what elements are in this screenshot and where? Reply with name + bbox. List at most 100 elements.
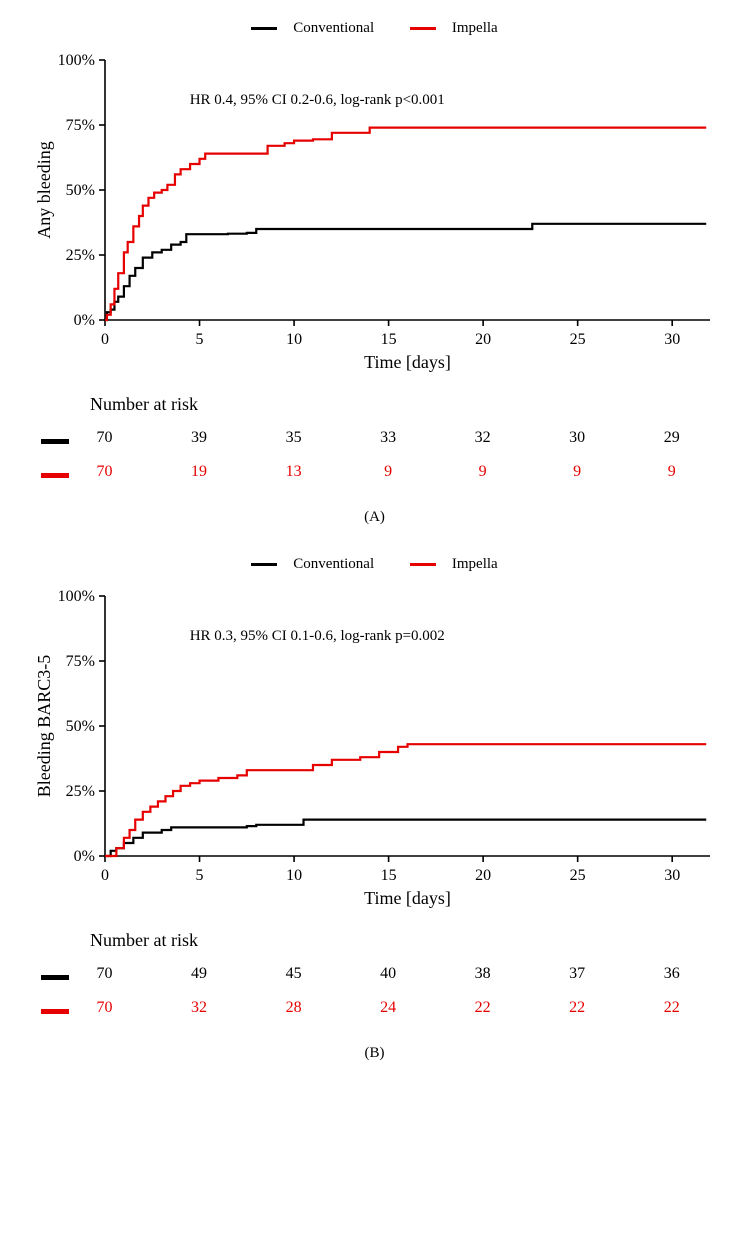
legend-item-conventional-b: Conventional xyxy=(243,556,386,572)
svg-text:HR 0.3, 95% CI 0.1-0.6, log-ra: HR 0.3, 95% CI 0.1-0.6, log-rank p=0.002 xyxy=(189,628,444,644)
risk-value: 22 xyxy=(463,999,503,1017)
svg-text:5: 5 xyxy=(195,331,203,348)
swatch-impella xyxy=(410,27,436,30)
risk-value: 32 xyxy=(179,999,219,1017)
risk-value: 29 xyxy=(652,429,692,447)
svg-text:Time [days]: Time [days] xyxy=(364,888,451,908)
legend-item-impella-b: Impella xyxy=(402,556,506,572)
risk-value: 40 xyxy=(368,965,408,983)
risk-swatch-cell xyxy=(25,431,85,449)
legend-a: Conventional Impella xyxy=(10,20,739,37)
legend-label-conventional-b: Conventional xyxy=(293,556,374,572)
risk-value: 70 xyxy=(85,965,125,983)
risk-row: 70 49 45 40 38 37 36 xyxy=(25,959,725,993)
svg-text:75%: 75% xyxy=(65,117,94,134)
risk-row: 70 39 35 33 32 30 29 xyxy=(25,423,725,457)
risk-value: 22 xyxy=(652,999,692,1017)
swatch-impella-b xyxy=(410,563,436,566)
risk-value: 19 xyxy=(179,463,219,481)
risk-value: 45 xyxy=(274,965,314,983)
risk-strip: 70 39 35 33 32 30 29 xyxy=(85,423,725,457)
swatch-conventional xyxy=(251,27,277,30)
svg-text:30: 30 xyxy=(664,867,680,884)
panel-b: Conventional Impella 0% 25% 50% 75% 100% 0 5 10… xyxy=(10,556,739,1062)
svg-text:10: 10 xyxy=(286,331,302,348)
chart-svg-b: 0% 25% 50% 75% 100% 0 5 10 15 20 25 30 Bleeding BARC… xyxy=(25,581,725,911)
risk-value: 70 xyxy=(85,429,125,447)
risk-table-a: 70 39 35 33 32 30 29 70 19 13 9 9 9 9 xyxy=(25,423,725,491)
panel-label-b: (B) xyxy=(10,1045,739,1062)
svg-text:0%: 0% xyxy=(73,312,94,329)
legend-b: Conventional Impella xyxy=(10,556,739,573)
svg-text:0: 0 xyxy=(101,331,109,348)
risk-value: 9 xyxy=(557,463,597,481)
risk-value: 70 xyxy=(85,999,125,1017)
svg-text:20: 20 xyxy=(475,867,491,884)
legend-label-impella: Impella xyxy=(452,20,498,36)
risk-strip: 70 32 28 24 22 22 22 xyxy=(85,993,725,1027)
panel-label-a: (A) xyxy=(10,509,739,526)
svg-text:5: 5 xyxy=(195,867,203,884)
chart-svg-a: 0% 25% 50% 75% 100% 0 5 10 15 20 25 30 Any bleeding T… xyxy=(25,45,725,375)
risk-swatch xyxy=(41,975,69,980)
svg-text:25: 25 xyxy=(569,867,585,884)
svg-text:0: 0 xyxy=(101,867,109,884)
legend-item-impella: Impella xyxy=(402,20,506,36)
risk-value: 22 xyxy=(557,999,597,1017)
svg-text:Any bleeding: Any bleeding xyxy=(34,141,54,238)
risk-swatch xyxy=(41,1009,69,1014)
svg-text:20: 20 xyxy=(475,331,491,348)
risk-value: 35 xyxy=(274,429,314,447)
risk-title-a: Number at risk xyxy=(90,394,739,415)
legend-label-conventional: Conventional xyxy=(293,20,374,36)
legend-item-conventional: Conventional xyxy=(243,20,386,36)
svg-text:15: 15 xyxy=(380,867,396,884)
risk-value: 49 xyxy=(179,965,219,983)
risk-value: 38 xyxy=(463,965,503,983)
risk-value: 28 xyxy=(274,999,314,1017)
svg-text:Time [days]: Time [days] xyxy=(364,352,451,372)
legend-label-impella-b: Impella xyxy=(452,556,498,572)
risk-row: 70 32 28 24 22 22 22 xyxy=(25,993,725,1027)
chart-a: 0% 25% 50% 75% 100% 0 5 10 15 20 25 30 Any bleeding T… xyxy=(25,45,725,380)
risk-swatch xyxy=(41,439,69,444)
risk-title-b: Number at risk xyxy=(90,930,739,951)
svg-text:15: 15 xyxy=(380,331,396,348)
risk-value: 37 xyxy=(557,965,597,983)
risk-value: 9 xyxy=(463,463,503,481)
risk-value: 24 xyxy=(368,999,408,1017)
risk-swatch xyxy=(41,473,69,478)
svg-text:Bleeding BARC3-5: Bleeding BARC3-5 xyxy=(34,655,54,798)
risk-value: 9 xyxy=(652,463,692,481)
risk-table-b: 70 49 45 40 38 37 36 70 32 28 24 22 22 22 xyxy=(25,959,725,1027)
risk-value: 9 xyxy=(368,463,408,481)
risk-swatch-cell xyxy=(25,1001,85,1019)
risk-swatch-cell xyxy=(25,465,85,483)
swatch-conventional-b xyxy=(251,563,277,566)
svg-text:25%: 25% xyxy=(65,783,94,800)
svg-text:25%: 25% xyxy=(65,247,94,264)
risk-value: 70 xyxy=(85,463,125,481)
risk-strip: 70 19 13 9 9 9 9 xyxy=(85,457,725,491)
svg-text:50%: 50% xyxy=(65,718,94,735)
risk-strip: 70 49 45 40 38 37 36 xyxy=(85,959,725,993)
panel-a: Conventional Impella 0% 25% 50% 75% 100% 0 5 10… xyxy=(10,20,739,526)
risk-row: 70 19 13 9 9 9 9 xyxy=(25,457,725,491)
svg-text:75%: 75% xyxy=(65,653,94,670)
svg-text:10: 10 xyxy=(286,867,302,884)
chart-b: 0% 25% 50% 75% 100% 0 5 10 15 20 25 30 Bleeding BARC… xyxy=(25,581,725,916)
svg-text:0%: 0% xyxy=(73,848,94,865)
risk-value: 30 xyxy=(557,429,597,447)
svg-text:HR 0.4, 95% CI 0.2-0.6, log-ra: HR 0.4, 95% CI 0.2-0.6, log-rank p<0.001 xyxy=(189,92,444,108)
risk-value: 36 xyxy=(652,965,692,983)
svg-text:25: 25 xyxy=(569,331,585,348)
svg-text:100%: 100% xyxy=(57,52,94,69)
risk-value: 39 xyxy=(179,429,219,447)
svg-text:30: 30 xyxy=(664,331,680,348)
svg-text:50%: 50% xyxy=(65,182,94,199)
risk-value: 13 xyxy=(274,463,314,481)
risk-value: 32 xyxy=(463,429,503,447)
risk-value: 33 xyxy=(368,429,408,447)
svg-text:100%: 100% xyxy=(57,588,94,605)
risk-swatch-cell xyxy=(25,967,85,985)
